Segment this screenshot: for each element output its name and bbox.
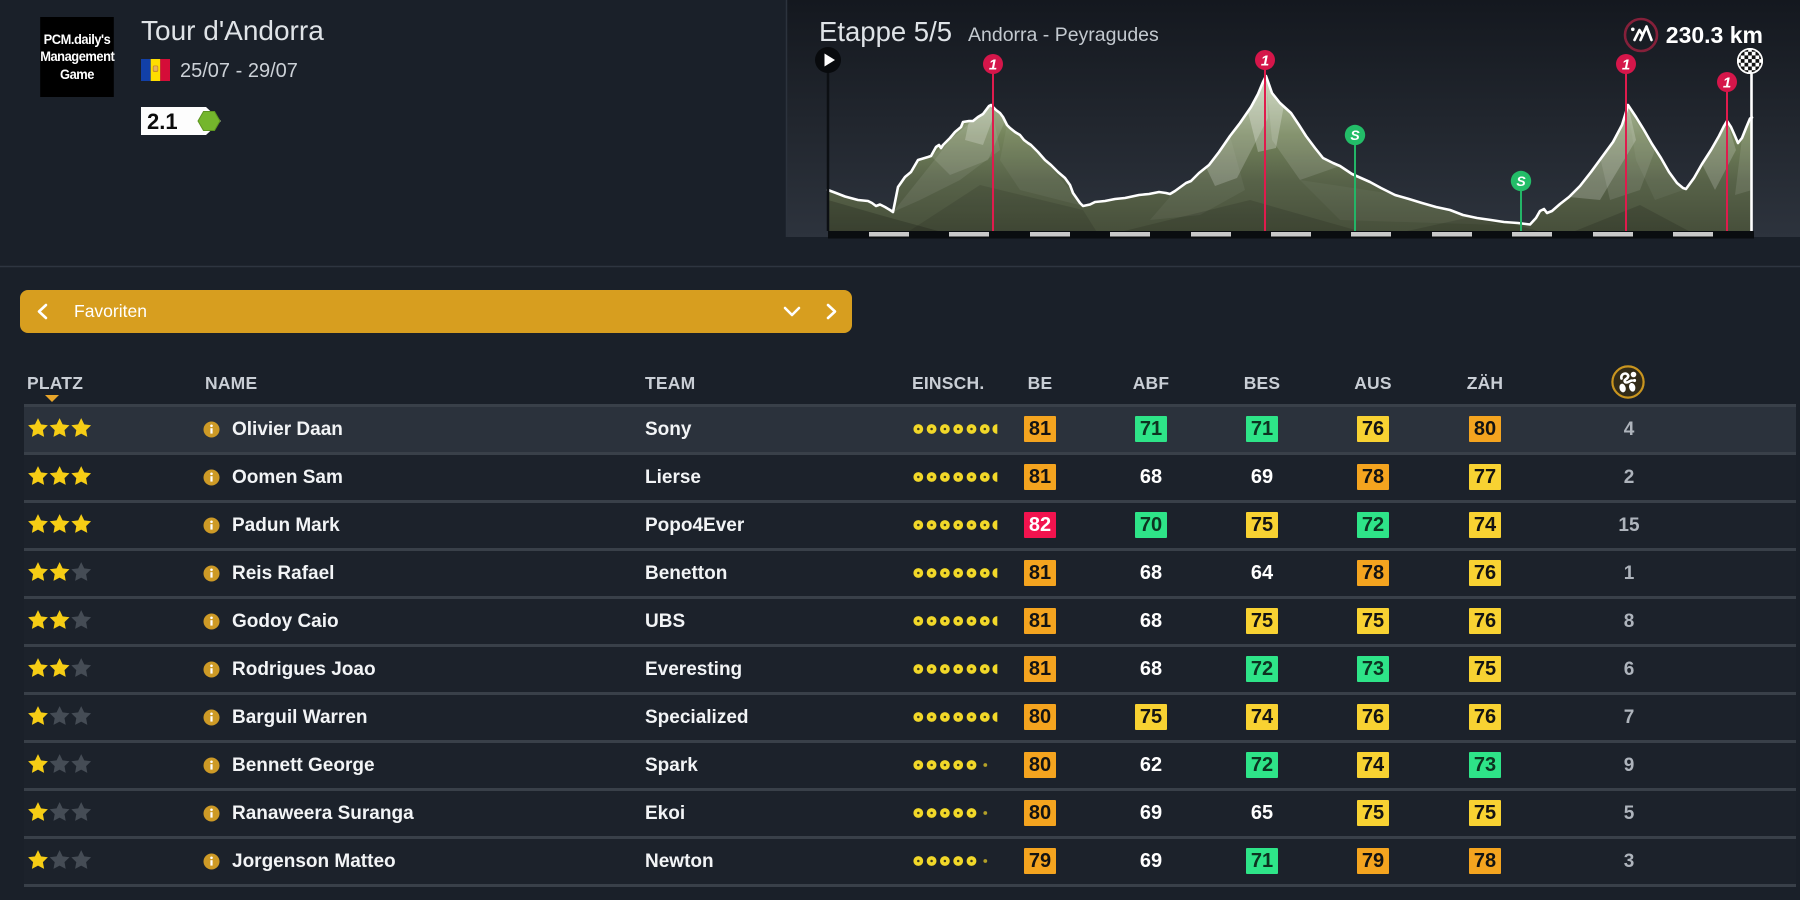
svg-text:S: S [1350, 127, 1360, 143]
svg-text:1: 1 [989, 57, 997, 74]
svg-text:1: 1 [1622, 57, 1630, 74]
svg-text:1: 1 [1723, 75, 1731, 92]
svg-text:S: S [1516, 173, 1526, 189]
svg-text:2.1: 2.1 [147, 109, 178, 134]
svg-text:1: 1 [1261, 53, 1269, 70]
